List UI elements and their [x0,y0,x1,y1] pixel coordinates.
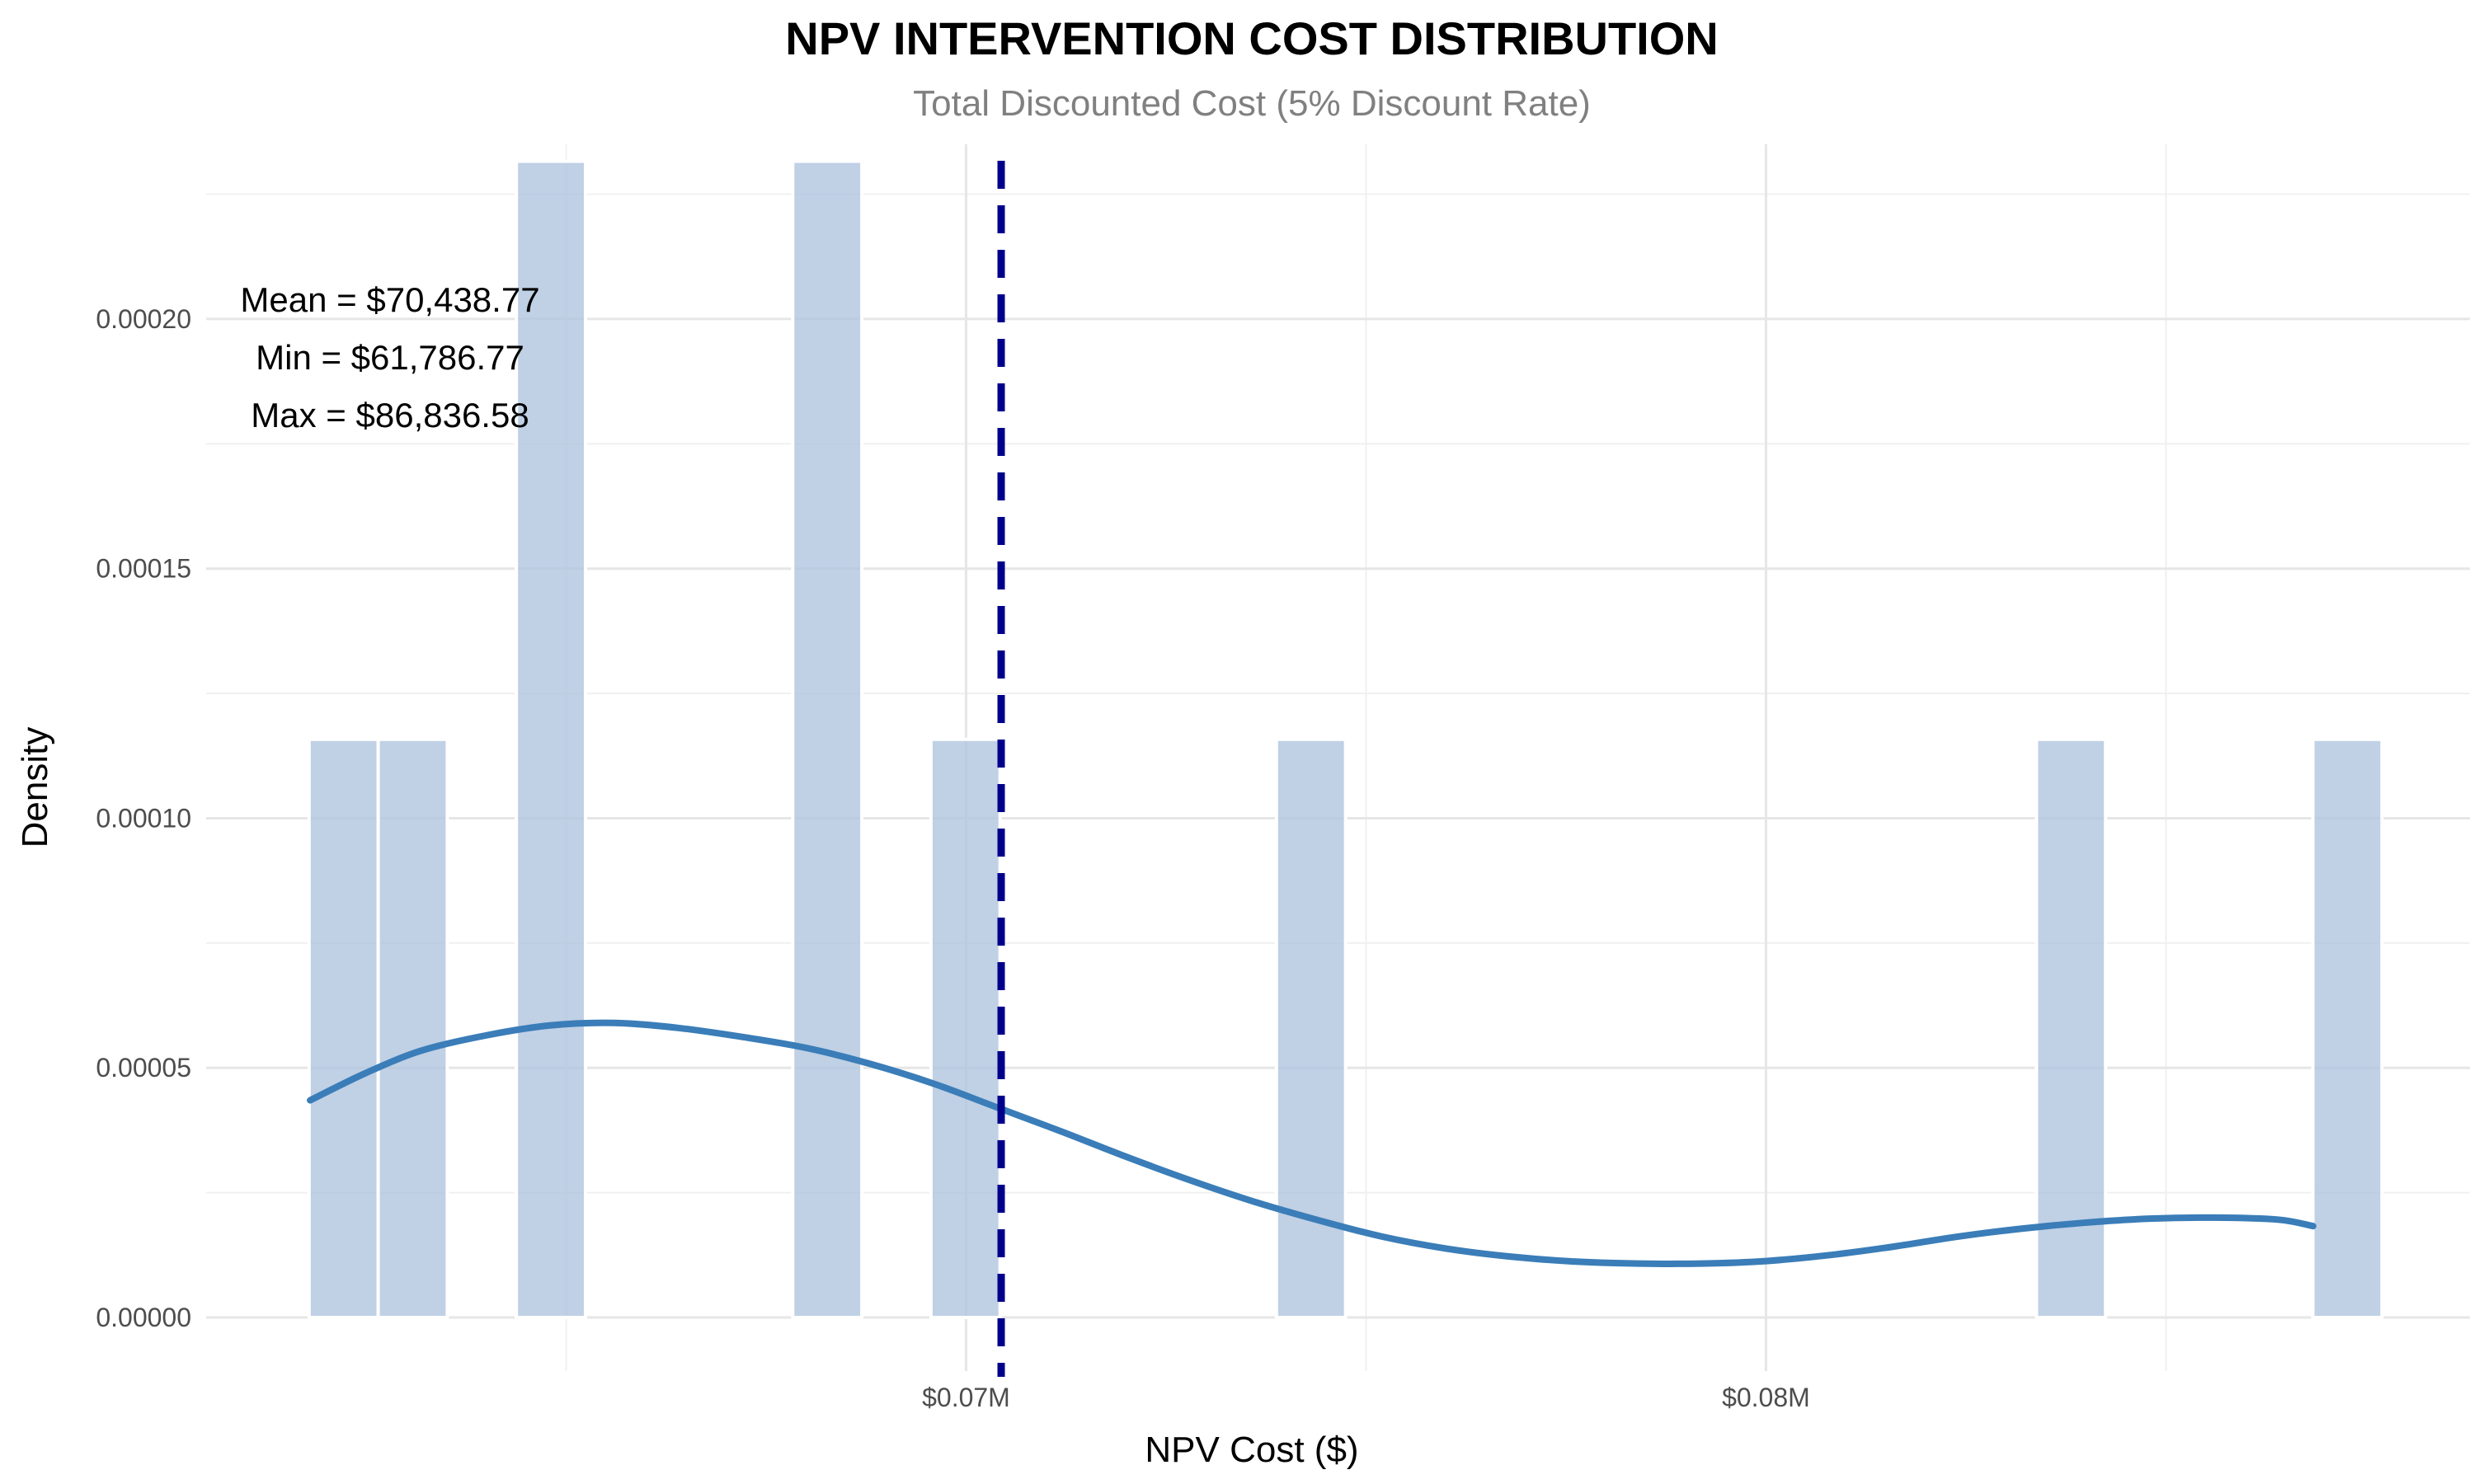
histogram-bar-4 [929,737,1002,1319]
annotation-mean: Mean = $70,438.77 [240,280,539,319]
y-tick-label-0: 0.00000 [96,1303,191,1332]
density-curve-layer [307,1019,2316,1267]
density-curve [307,1019,2316,1267]
y-tick-label-2: 0.00010 [96,803,191,833]
x-axis-ticks: $0.07M $0.08M [922,1383,1810,1412]
y-tick-label-1: 0.00005 [96,1053,191,1082]
x-axis-label: NPV Cost ($) [1145,1430,1358,1470]
chart-title: NPV INTERVENTION COST DISTRIBUTION [785,12,1718,64]
histogram-bar-7 [2311,737,2384,1319]
histogram-bar-6 [2034,737,2108,1319]
y-tick-label-3: 0.00015 [96,554,191,584]
chart-subtitle: Total Discounted Cost (5% Discount Rate) [913,83,1591,124]
y-axis-label: Density [15,727,55,848]
y-axis-ticks: 0.00000 0.00005 0.00010 0.00015 0.00020 [96,304,191,1332]
annotation-max: Max = $86,836.58 [251,396,529,434]
histogram-bar-2 [515,159,587,1319]
histogram-bar-0 [307,737,380,1319]
histogram-bar-1 [376,737,449,1319]
x-tick-label-1: $0.08M [1722,1383,1810,1412]
summary-annotations: Mean = $70,438.77 Min = $61,786.77 Max =… [240,280,539,434]
y-tick-label-4: 0.00020 [96,304,191,334]
x-tick-label-0: $0.07M [922,1383,1010,1412]
histogram-bar-3 [791,159,864,1319]
histogram-bar-5 [1274,737,1348,1319]
annotation-min: Min = $61,786.77 [256,338,524,377]
